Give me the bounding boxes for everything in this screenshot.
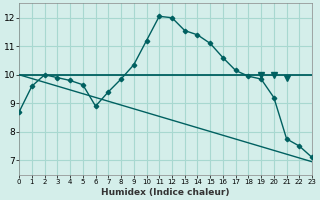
X-axis label: Humidex (Indice chaleur): Humidex (Indice chaleur) (101, 188, 230, 197)
